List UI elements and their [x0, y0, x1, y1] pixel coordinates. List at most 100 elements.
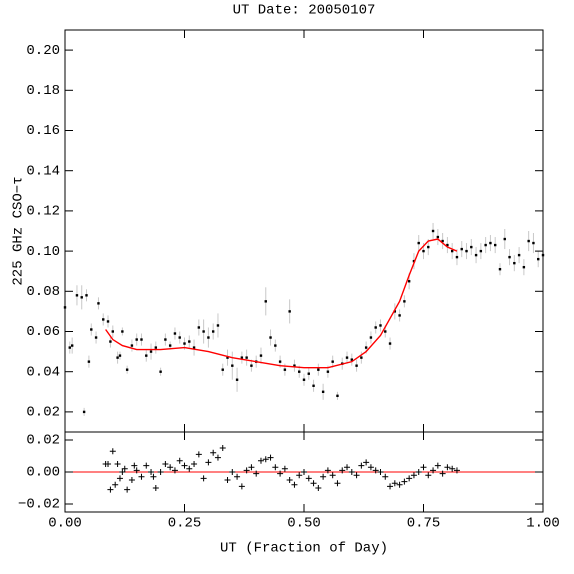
data-point [446, 243, 449, 247]
x-tick-label: 0.00 [48, 516, 82, 532]
data-point [231, 364, 234, 367]
data-point [307, 372, 310, 375]
y-tick-label: 0.00 [26, 465, 60, 481]
residual-point [143, 462, 150, 469]
residual-point [121, 465, 128, 472]
data-point [202, 330, 205, 333]
residual-point [257, 457, 264, 464]
data-point [106, 320, 110, 323]
residual-point [109, 448, 116, 455]
residual-point [191, 461, 198, 467]
residual-point [329, 472, 336, 479]
residual-point [210, 449, 217, 456]
data-point [374, 326, 377, 329]
data-point [527, 239, 530, 243]
residual-point [305, 475, 312, 482]
data-point [140, 338, 143, 341]
plot-frame [64, 29, 544, 433]
residual-point [200, 475, 207, 482]
data-point [470, 245, 473, 249]
data-point [116, 356, 119, 359]
data-point [278, 360, 282, 363]
residual-point [253, 470, 260, 477]
data-point [130, 344, 134, 347]
residual-point [148, 469, 155, 475]
data-point [393, 310, 397, 313]
data-point [183, 342, 186, 345]
data-point [298, 370, 301, 373]
residual-point [277, 470, 284, 477]
data-point [450, 249, 454, 253]
data-point [197, 326, 201, 329]
residual-point [195, 451, 202, 458]
y-axis-label: 225 GHz CSO−τ [11, 176, 27, 285]
data-point [75, 294, 79, 297]
data-point [474, 253, 478, 257]
residual-point [410, 472, 417, 479]
residual-point [320, 473, 327, 480]
data-point [145, 354, 148, 357]
y-tick-label: −0.02 [18, 497, 60, 513]
residual-point [401, 478, 408, 485]
x-tick-label: 0.50 [287, 516, 321, 532]
residual-point [107, 486, 114, 493]
data-point [465, 249, 468, 253]
data-point [412, 259, 416, 263]
residual-point [138, 473, 145, 480]
residual-point [114, 461, 121, 467]
residual-point [344, 464, 351, 471]
y-tick-label: 0.02 [26, 405, 60, 421]
data-point [149, 350, 153, 353]
data-point [417, 241, 420, 245]
y-tick-label: 0.06 [26, 324, 60, 340]
residual-point [152, 485, 159, 491]
residual-point [157, 469, 164, 475]
data-point [427, 245, 430, 249]
residual-point [133, 467, 140, 474]
residual-point [291, 481, 298, 488]
residual-point [425, 472, 432, 479]
data-point [173, 332, 177, 335]
data-point [259, 354, 263, 357]
data-point [532, 241, 535, 245]
data-point [85, 294, 88, 297]
residual-point [420, 464, 427, 471]
y-tick-label: 0.12 [26, 204, 60, 220]
data-point [154, 346, 158, 349]
data-point [216, 324, 220, 327]
residual-point [367, 464, 374, 471]
residual-point [119, 469, 126, 475]
data-point [407, 280, 411, 283]
residual-point [348, 469, 355, 475]
data-point [109, 340, 112, 343]
residual-point [186, 465, 193, 472]
y-tick-label: 0.14 [26, 163, 60, 179]
residual-point [105, 461, 112, 467]
data-point [441, 239, 444, 243]
residual-point [124, 486, 131, 493]
data-point [102, 318, 105, 321]
data-point [207, 336, 210, 339]
data-point [235, 378, 239, 381]
residual-point [281, 465, 288, 472]
data-point [240, 356, 244, 359]
residual-point [439, 470, 446, 477]
residual-point [234, 473, 241, 480]
residual-point [128, 477, 135, 483]
data-point [121, 330, 124, 333]
data-point [111, 330, 114, 333]
data-point [125, 368, 129, 371]
data-point [369, 336, 373, 339]
data-point [264, 300, 267, 303]
residual-point [167, 464, 174, 471]
residual-point [353, 472, 360, 479]
data-point [508, 255, 511, 259]
data-point [188, 340, 191, 343]
residual-point [262, 456, 269, 463]
residual-point [391, 480, 398, 487]
residual-point [131, 462, 138, 469]
data-point [82, 410, 86, 414]
data-point [90, 328, 93, 331]
data-point [522, 265, 526, 269]
